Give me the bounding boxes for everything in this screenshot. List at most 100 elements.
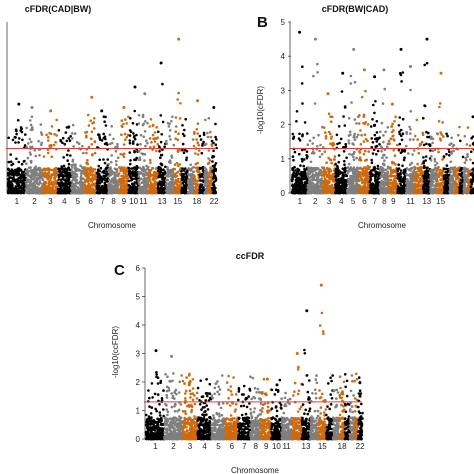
snp-point bbox=[38, 154, 41, 157]
snp-point bbox=[7, 136, 10, 140]
snp-point bbox=[298, 181, 302, 184]
snp-point bbox=[211, 186, 214, 190]
snp-point bbox=[173, 167, 176, 171]
snp-point bbox=[329, 120, 333, 123]
snp-point bbox=[50, 181, 54, 184]
snp-point bbox=[363, 172, 367, 176]
top-hit-point bbox=[143, 92, 147, 96]
snp-point bbox=[155, 126, 158, 129]
snp-point bbox=[209, 172, 213, 176]
x-tick-label: 10 bbox=[129, 197, 138, 206]
snp-point bbox=[25, 146, 29, 149]
x-tick-label: 8 bbox=[111, 197, 116, 206]
snp-point bbox=[7, 177, 11, 181]
snp-point bbox=[173, 185, 176, 188]
snp-point bbox=[369, 177, 373, 181]
snp-point bbox=[73, 190, 77, 194]
snp-point bbox=[339, 188, 342, 192]
snp-point bbox=[347, 141, 351, 145]
snp-point bbox=[165, 182, 168, 185]
snp-point bbox=[213, 164, 217, 167]
snp-point bbox=[357, 179, 361, 182]
snp-point bbox=[165, 185, 168, 188]
snp-point bbox=[310, 188, 314, 191]
snp-point bbox=[137, 175, 140, 178]
snp-point bbox=[35, 176, 39, 180]
snp-point bbox=[312, 191, 315, 194]
snp-point bbox=[165, 142, 169, 145]
snp-point bbox=[340, 184, 344, 187]
snp-point bbox=[20, 188, 24, 192]
snp-point bbox=[374, 171, 378, 174]
snp-point bbox=[170, 187, 173, 190]
snp-point bbox=[174, 187, 177, 191]
snp-point bbox=[373, 133, 377, 137]
snp-point bbox=[36, 172, 39, 175]
snp-point bbox=[154, 174, 157, 178]
snp-point bbox=[103, 161, 107, 165]
snp-point bbox=[177, 164, 180, 167]
snp-point bbox=[370, 191, 374, 195]
snp-point bbox=[300, 157, 304, 161]
snp-point bbox=[65, 139, 69, 143]
snp-point bbox=[181, 148, 184, 152]
snp-point bbox=[199, 175, 202, 179]
snp-point bbox=[151, 124, 155, 128]
snp-point bbox=[159, 156, 162, 159]
panel-a-points bbox=[6, 37, 218, 195]
snp-point bbox=[373, 191, 376, 195]
snp-point bbox=[164, 171, 167, 175]
snp-point bbox=[40, 143, 43, 146]
snp-point bbox=[137, 114, 141, 117]
snp-point bbox=[124, 118, 127, 121]
snp-point bbox=[55, 118, 58, 122]
snp-point bbox=[111, 188, 115, 192]
snp-point bbox=[153, 131, 157, 134]
panel-b-letter: B bbox=[257, 14, 268, 31]
snp-point bbox=[61, 166, 64, 170]
snp-point bbox=[71, 123, 75, 127]
x-tick-label: 3 bbox=[48, 197, 53, 206]
snp-point bbox=[37, 139, 40, 143]
snp-point bbox=[85, 151, 88, 155]
snp-point bbox=[93, 140, 97, 144]
snp-point bbox=[367, 150, 371, 153]
snp-point bbox=[367, 167, 370, 171]
snp-point bbox=[35, 190, 39, 194]
snp-point bbox=[128, 162, 132, 166]
snp-point bbox=[160, 163, 164, 166]
snp-point bbox=[197, 149, 201, 152]
snp-point bbox=[316, 145, 319, 148]
snp-point bbox=[59, 139, 63, 143]
snp-point bbox=[157, 130, 160, 134]
snp-point bbox=[307, 188, 311, 191]
snp-point bbox=[113, 171, 116, 174]
snp-point bbox=[45, 133, 48, 137]
snp-point bbox=[344, 145, 348, 148]
snp-point bbox=[209, 135, 213, 139]
snp-point bbox=[203, 176, 207, 180]
snp-point bbox=[301, 134, 304, 138]
snp-point bbox=[28, 119, 32, 122]
snp-point bbox=[297, 172, 300, 176]
top-hit-point bbox=[100, 109, 104, 113]
snp-point bbox=[177, 185, 180, 188]
snp-point bbox=[27, 174, 30, 178]
snp-point bbox=[25, 186, 29, 190]
snp-point bbox=[22, 191, 26, 195]
snp-point bbox=[183, 128, 186, 132]
snp-point bbox=[131, 170, 135, 173]
snp-point bbox=[27, 191, 30, 195]
snp-point bbox=[7, 181, 11, 184]
snp-point bbox=[312, 136, 316, 140]
snp-point bbox=[35, 179, 39, 183]
snp-point bbox=[330, 161, 334, 165]
snp-point bbox=[58, 183, 61, 187]
snp-point bbox=[210, 139, 214, 143]
snp-point bbox=[119, 191, 122, 195]
snp-point bbox=[207, 149, 211, 152]
snp-point bbox=[101, 170, 104, 174]
snp-point bbox=[141, 123, 145, 127]
snp-point bbox=[11, 138, 15, 142]
snp-point bbox=[50, 155, 54, 158]
